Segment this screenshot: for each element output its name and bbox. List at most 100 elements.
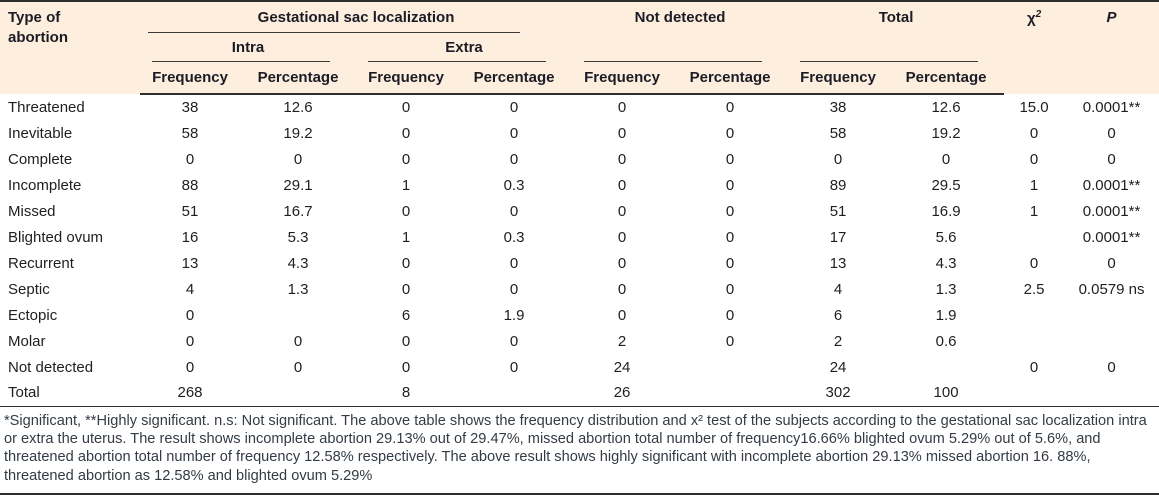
extra-frequency: 0	[401, 99, 411, 116]
not-detected-percentage: 0	[725, 280, 735, 298]
p-value: 0	[1107, 124, 1116, 142]
chi-square-value: 1	[1029, 176, 1039, 194]
total-percentage: 5.6	[935, 228, 957, 246]
not-detected-percentage: 0	[725, 124, 735, 142]
table-row: Complete 0 0 0 0 0 0 0 0 0 0	[0, 146, 1159, 172]
row-label: Inevitable	[8, 124, 73, 142]
row-label: Molar	[8, 332, 46, 350]
column-header-extra-percentage: Percentage	[456, 62, 573, 95]
extra-frequency: 0	[401, 332, 411, 350]
extra-frequency: 0	[401, 202, 411, 220]
row-label: Total	[0, 380, 140, 407]
chi-square-value	[1004, 328, 1064, 354]
not-detected-percentage: 0	[725, 202, 735, 220]
intra-frequency: 4	[185, 280, 195, 298]
not-detected-percentage: 0	[725, 254, 735, 272]
table-body: Threatened 38 12.6 0 0 0 0 38 12.6 15.0 0.0001** In…	[0, 94, 1159, 407]
column-header-intra-frequency: Frequency	[140, 62, 240, 95]
row-label: Threatened	[8, 98, 85, 116]
intra-frequency: 268	[140, 380, 240, 407]
not-detected-percentage: 0	[725, 306, 735, 324]
p-value: 0.0001**	[1082, 176, 1141, 194]
row-label: Complete	[8, 150, 73, 168]
total-percentage: 29.5	[931, 176, 961, 194]
intra-frequency: 0	[185, 332, 195, 350]
intra-percentage: 19.2	[283, 124, 313, 142]
chi-square-value: 2.5	[1023, 280, 1045, 298]
group-header-not-detected: Not detected	[572, 2, 788, 62]
group-header-total: Total	[788, 2, 1004, 62]
not-detected-percentage: 0	[725, 332, 735, 350]
extra-frequency: 1	[401, 176, 411, 194]
p-value	[1064, 302, 1159, 328]
column-header-p-value: P	[1106, 9, 1117, 26]
p-value: 0.0001**	[1082, 202, 1141, 220]
total-frequency: 24	[829, 358, 847, 376]
extra-frequency: 8	[356, 380, 456, 407]
table-row: Blighted ovum 16 5.3 1 0.3 0 0 17 5.6 0.0001**	[0, 224, 1159, 250]
intra-frequency: 0	[185, 358, 195, 376]
column-header-total-percentage: Percentage	[888, 62, 1005, 95]
extra-frequency: 6	[401, 306, 411, 324]
intra-frequency: 0	[185, 306, 195, 324]
p-value	[1064, 328, 1159, 354]
total-percentage: 1.9	[935, 306, 957, 324]
intra-percentage: 0	[293, 150, 303, 168]
table-row: Not detected 0 0 0 0 24 24 0 0	[0, 354, 1159, 380]
not-detected-frequency: 0	[617, 176, 627, 194]
extra-percentage: 0	[509, 280, 519, 298]
not-detected-frequency: 0	[617, 306, 627, 324]
not-detected-frequency: 0	[617, 228, 627, 246]
chi-square-value: 0	[1029, 150, 1039, 168]
table-row: Molar 0 0 0 0 2 0 2 0.6	[0, 328, 1159, 354]
row-label: Incomplete	[8, 176, 82, 194]
total-percentage: 16.9	[931, 202, 961, 220]
row-label: Missed	[8, 202, 56, 220]
not-detected-frequency: 2	[617, 332, 627, 350]
total-frequency: 0	[833, 150, 843, 168]
intra-percentage	[240, 302, 356, 328]
not-detected-percentage	[672, 380, 789, 407]
p-value: 0.0001**	[1082, 228, 1141, 246]
total-percentage: 4.3	[935, 254, 957, 272]
intra-percentage: 16.7	[283, 202, 313, 220]
intra-percentage: 12.6	[283, 99, 313, 116]
table-row: Inevitable 58 19.2 0 0 0 0 58 19.2 0 0	[0, 120, 1159, 146]
p-value: 0	[1107, 254, 1116, 272]
table-row: Septic 4 1.3 0 0 0 0 4 1.3 2.5 0.0579 ns	[0, 276, 1159, 302]
intra-percentage: 5.3	[287, 228, 309, 246]
column-header-not-detected-percentage: Percentage	[672, 62, 789, 95]
intra-percentage: 29.1	[283, 176, 313, 194]
table-row: Missed 51 16.7 0 0 0 0 51 16.9 1 0.0001**	[0, 198, 1159, 224]
total-percentage: 0	[941, 150, 951, 168]
chi-square-value	[1004, 380, 1065, 407]
extra-percentage: 1.9	[503, 306, 525, 324]
row-label: Ectopic	[8, 306, 58, 324]
intra-frequency: 16	[181, 228, 199, 246]
abortion-frequency-table: Type of abortion Gestational sac localiz…	[0, 2, 1159, 407]
total-percentage: 12.6	[931, 99, 961, 116]
chi-exponent: 2	[1035, 9, 1042, 20]
total-frequency: 58	[829, 124, 847, 142]
total-frequency: 302	[788, 380, 889, 407]
intra-percentage: 0	[293, 358, 303, 376]
total-percentage: 100	[888, 380, 1005, 407]
not-detected-frequency: 0	[617, 150, 627, 168]
extra-frequency: 0	[401, 254, 411, 272]
p-value: 0	[1107, 150, 1116, 168]
extra-frequency: 1	[401, 228, 411, 246]
not-detected-frequency: 0	[617, 99, 627, 116]
column-header-intra-percentage: Percentage	[240, 62, 356, 95]
not-detected-frequency: 0	[617, 254, 627, 272]
extra-percentage: 0	[509, 124, 519, 142]
subgroup-header-intra: Intra	[140, 33, 356, 62]
intra-percentage: 0	[293, 332, 303, 350]
total-frequency: 2	[833, 332, 843, 350]
not-detected-percentage: 0	[725, 99, 735, 116]
not-detected-percentage: 0	[725, 228, 735, 246]
total-frequency: 17	[829, 228, 847, 246]
extra-percentage: 0	[509, 99, 519, 116]
not-detected-frequency: 26	[572, 380, 673, 407]
extra-percentage	[456, 380, 573, 407]
table-row: Ectopic 0 6 1.9 0 0 6 1.9	[0, 302, 1159, 328]
